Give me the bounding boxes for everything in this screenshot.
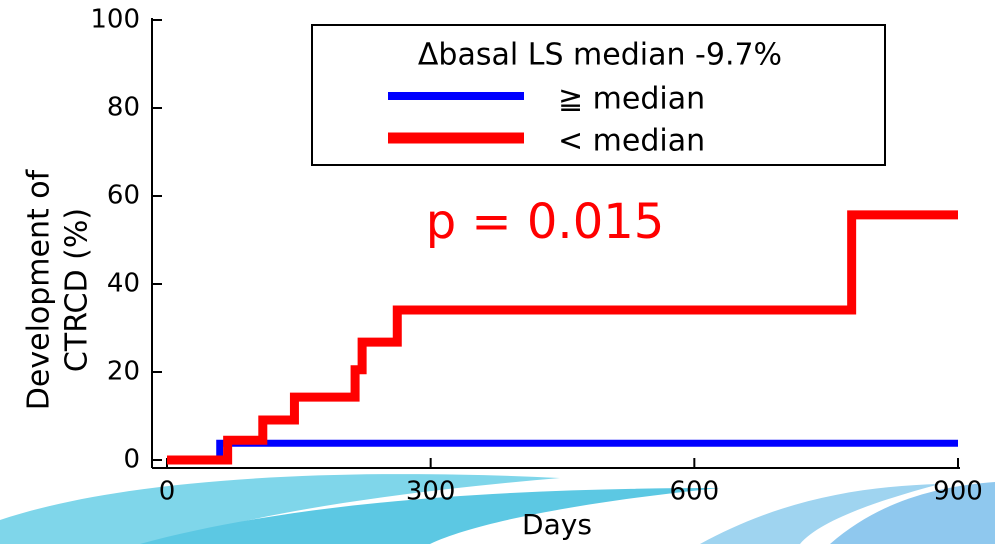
legend-label: < median: [558, 124, 705, 159]
x-tick-label: 300: [406, 477, 456, 507]
y-axis-label: Development of: [22, 168, 57, 410]
step-line: [167, 439, 958, 464]
x-tick-label: 0: [159, 477, 176, 507]
decor-swoosh: [0, 474, 560, 544]
y-tick-label: 0: [123, 445, 140, 475]
decor-swoosh: [700, 484, 940, 544]
x-axis-label: Days: [522, 508, 592, 541]
x-tick-label: 600: [670, 477, 720, 507]
y-tick-label: 80: [107, 93, 140, 123]
y-tick-label: 40: [107, 269, 140, 299]
step-line: [167, 210, 958, 465]
legend-label: ≧ median: [558, 82, 705, 117]
legend-title: Δbasal LS median -9.7%: [418, 38, 782, 73]
y-tick-label: 60: [107, 181, 140, 211]
x-tick-label: 900: [933, 477, 983, 507]
decor-swoosh: [830, 482, 995, 544]
y-tick-label: 20: [107, 357, 140, 387]
y-tick-label: 100: [90, 5, 140, 35]
y-axis-label: CTRCD (%): [60, 208, 95, 372]
decor-swoosh: [140, 488, 720, 544]
annotation: p = 0.015: [426, 194, 665, 250]
